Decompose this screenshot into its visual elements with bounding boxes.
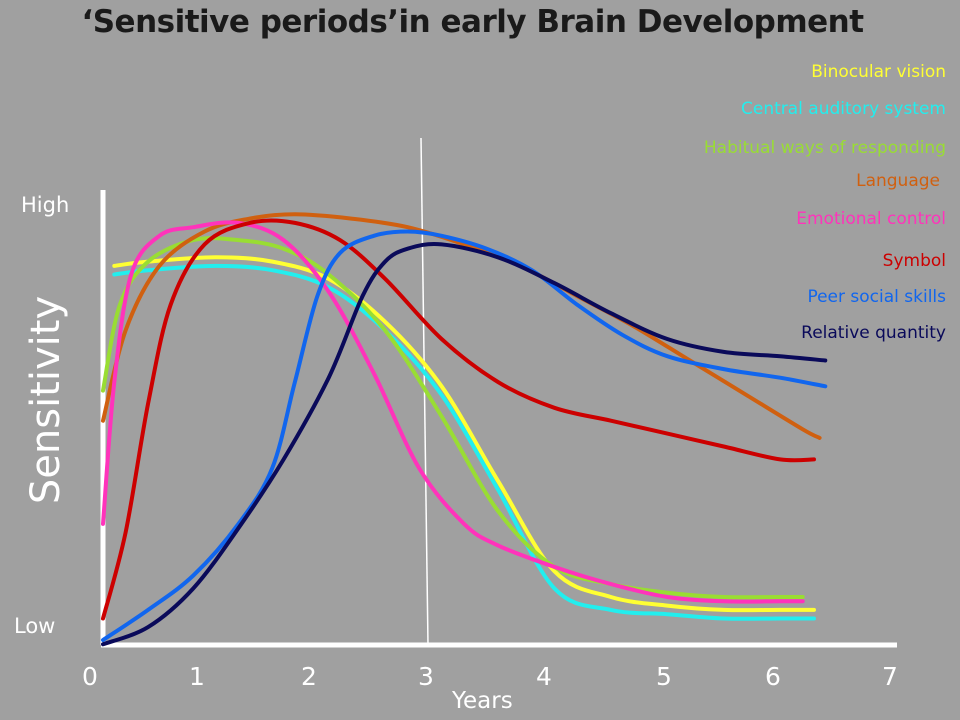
x-tick-label: 7 <box>882 662 898 691</box>
series-line-habitual-ways-of-responding <box>101 236 805 600</box>
legend-binocular-vision: Binocular vision <box>811 62 946 82</box>
legend-relative-quantity: Relative quantity <box>801 323 946 343</box>
legend-peer-social-skills: Peer social skills <box>807 287 946 307</box>
x-axis-label: Years <box>452 688 513 714</box>
legend-habitual-ways-of-responding: Habitual ways of responding <box>703 138 946 158</box>
x-tick-label: 3 <box>418 662 434 691</box>
series-line-peer-social-skills <box>101 229 828 642</box>
series-line-emotional-control <box>101 220 805 604</box>
series-line-relative-quantity <box>101 242 828 647</box>
series-line-binocular-vision <box>112 255 816 613</box>
x-tick-label: 4 <box>536 662 552 691</box>
x-tick-label: 5 <box>656 662 672 691</box>
y-low-label: Low <box>14 614 56 638</box>
y-high-label: High <box>21 193 70 217</box>
x-tick-label: 1 <box>189 662 205 691</box>
legend-language: Language <box>856 171 940 191</box>
legend-symbol: Symbol <box>882 251 946 271</box>
x-tick-label: 2 <box>301 662 317 691</box>
legend-emotional-control: Emotional control <box>796 209 946 229</box>
series-line-symbol <box>101 218 816 621</box>
chart-title: ‘Sensitive periods’in early Brain Develo… <box>81 4 864 40</box>
series-line-central-auditory-system <box>112 263 816 621</box>
x-tick-label: 6 <box>765 662 781 691</box>
legend-central-auditory-system: Central auditory system <box>741 99 946 119</box>
x-tick-label: 0 <box>82 662 98 691</box>
